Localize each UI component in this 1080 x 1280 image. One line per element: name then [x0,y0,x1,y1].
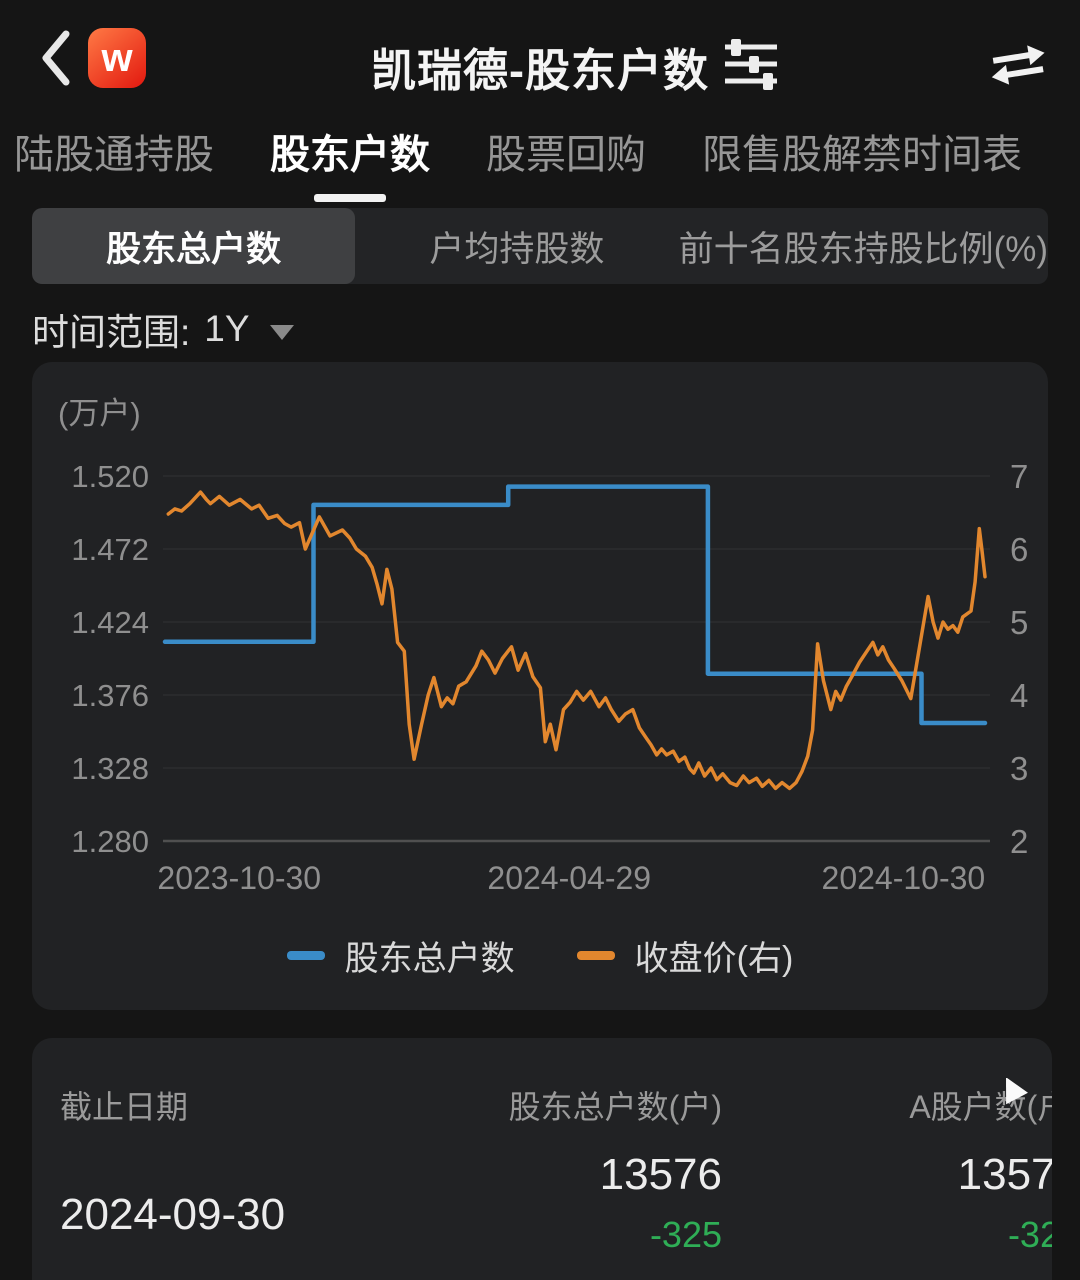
series-line-0 [162,484,988,726]
chart-card: (万户) 1.520 7 1.472 6 1.424 5 1.376 4 1.328 3 1.280 2… [32,362,1048,1010]
cell-date: 2024-09-30 [60,1190,286,1239]
legend-dash-orange [576,951,615,960]
time-range-label: 时间范围: [32,312,191,353]
cell-a-share: 13576 [957,1150,1052,1199]
legend-label: 股东总户数 [344,940,515,978]
right-axis-tick: 6 [1010,531,1028,568]
top-bar: w 凯瑞德-股东户数 [0,0,1080,112]
left-axis-tick: 1.280 [71,824,149,859]
col-header-a-share: A股户数(户) [909,1089,1052,1125]
right-axis-tick: 4 [1010,677,1028,714]
time-range-value: 1Y [204,308,250,349]
legend-item-shareholders: 股东总户数 [286,931,515,980]
left-axis-tick: 1.328 [71,751,149,786]
table-inner: 截止日期 股东总户数(户) A股户数(户) 2024-09-30 13576 -… [32,1038,1052,1280]
legend-label: 收盘价(右) [634,940,794,978]
col-header-total: 股东总户数(户) [508,1089,722,1125]
legend-item-close-price: 收盘价(右) [576,931,794,980]
back-button[interactable] [36,28,76,88]
tab-shareholder-count[interactable]: 股东户数 [270,122,430,202]
right-axis-tick: 2 [1010,823,1028,860]
chart-legend: 股东总户数 收盘价(右) [32,931,1048,980]
segment-total-holders[interactable]: 股东总户数 [32,208,356,284]
cell-a-share-change: -325 [1007,1214,1052,1255]
time-range-selector[interactable]: 时间范围: 1Y [32,302,294,356]
segment-top10-ratio[interactable]: 前十名股东持股比例(%) [678,229,1048,269]
tab-label: 股东户数 [270,133,430,177]
right-axis-tick: 7 [1010,458,1028,495]
chevron-down-icon [269,324,294,340]
active-tab-underline [314,194,386,202]
swap-arrows-icon[interactable] [990,38,1046,95]
legend-dash-blue [286,951,325,960]
left-axis-tick: 1.424 [71,605,149,640]
series-line-1 [166,490,987,791]
left-axis-tick: 1.472 [71,532,149,567]
tab-label: 陆股通持股 [14,133,214,177]
x-axis-tick: 2024-10-30 [822,860,986,896]
metric-segmented-control: 股东总户数 户均持股数 前十名股东持股比例(%) [32,208,1048,284]
cell-total-change: -325 [649,1214,722,1255]
main-tab-bar: 陆股通持股 股东户数 股票回购 限售股解禁时间表 [14,122,1022,202]
left-axis-tick: 1.376 [71,678,149,713]
data-table-card[interactable]: 截止日期 股东总户数(户) A股户数(户) 2024-09-30 13576 -… [32,1038,1052,1280]
right-axis-tick: 5 [1010,604,1028,641]
tab-label: 股票回购 [486,133,646,177]
col-header-date: 截止日期 [60,1089,189,1125]
tab-unlock-schedule[interactable]: 限售股解禁时间表 [702,122,1022,202]
segment-avg-holding[interactable]: 户均持股数 [429,229,605,269]
tab-buyback[interactable]: 股票回购 [486,122,646,202]
chevron-left-icon [42,30,70,86]
cell-total: 13576 [599,1150,722,1199]
x-axis-tick: 2023-10-30 [157,860,321,896]
tab-label: 限售股解禁时间表 [702,133,1022,177]
wind-logo[interactable]: w [88,28,146,88]
axis-unit-label: (万户) [58,396,141,431]
x-axis-tick: 2024-04-29 [487,860,651,896]
tab-luggutong[interactable]: 陆股通持股 [14,122,214,202]
filter-sliders-icon[interactable] [722,38,780,95]
left-axis-tick: 1.520 [71,459,149,494]
scroll-right-indicator-icon [1004,1077,1030,1111]
chart-canvas: (万户)1.520 71.472 61.424 51.376 41.328 31.280 2… [58,396,1028,896]
right-axis-tick: 3 [1010,750,1028,787]
page-title: 凯瑞德-股东户数 [371,45,709,96]
